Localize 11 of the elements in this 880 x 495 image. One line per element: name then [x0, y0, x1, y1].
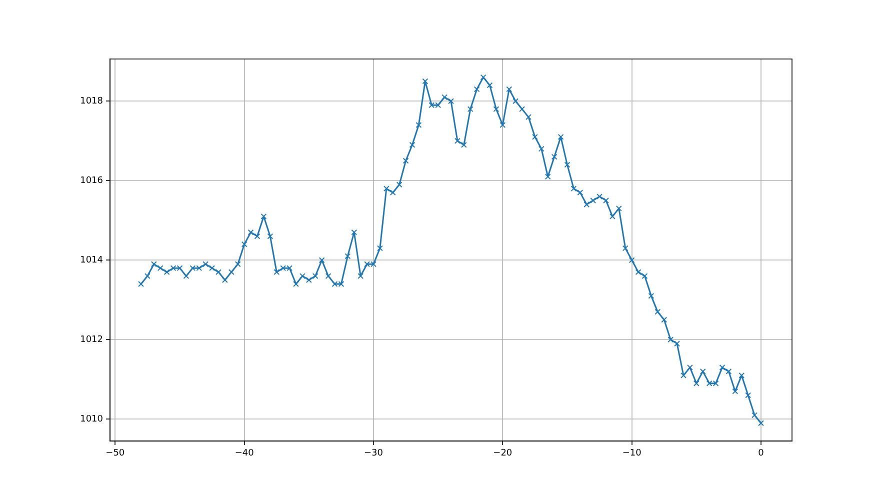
x-tick-label: −40 [234, 448, 254, 459]
y-tick-label: 1016 [80, 176, 104, 186]
x-tick-label: −20 [493, 448, 512, 459]
y-tick-label: 1014 [80, 255, 104, 266]
y-tick-label: 1018 [80, 96, 104, 106]
y-tick-label: 1010 [80, 414, 104, 424]
x-tick-label: −30 [364, 448, 384, 459]
y-tick-label: 1012 [80, 334, 103, 345]
x-tick-label: −50 [106, 448, 125, 459]
x-tick-label: 0 [758, 448, 764, 459]
x-tick-label: −10 [622, 448, 642, 459]
